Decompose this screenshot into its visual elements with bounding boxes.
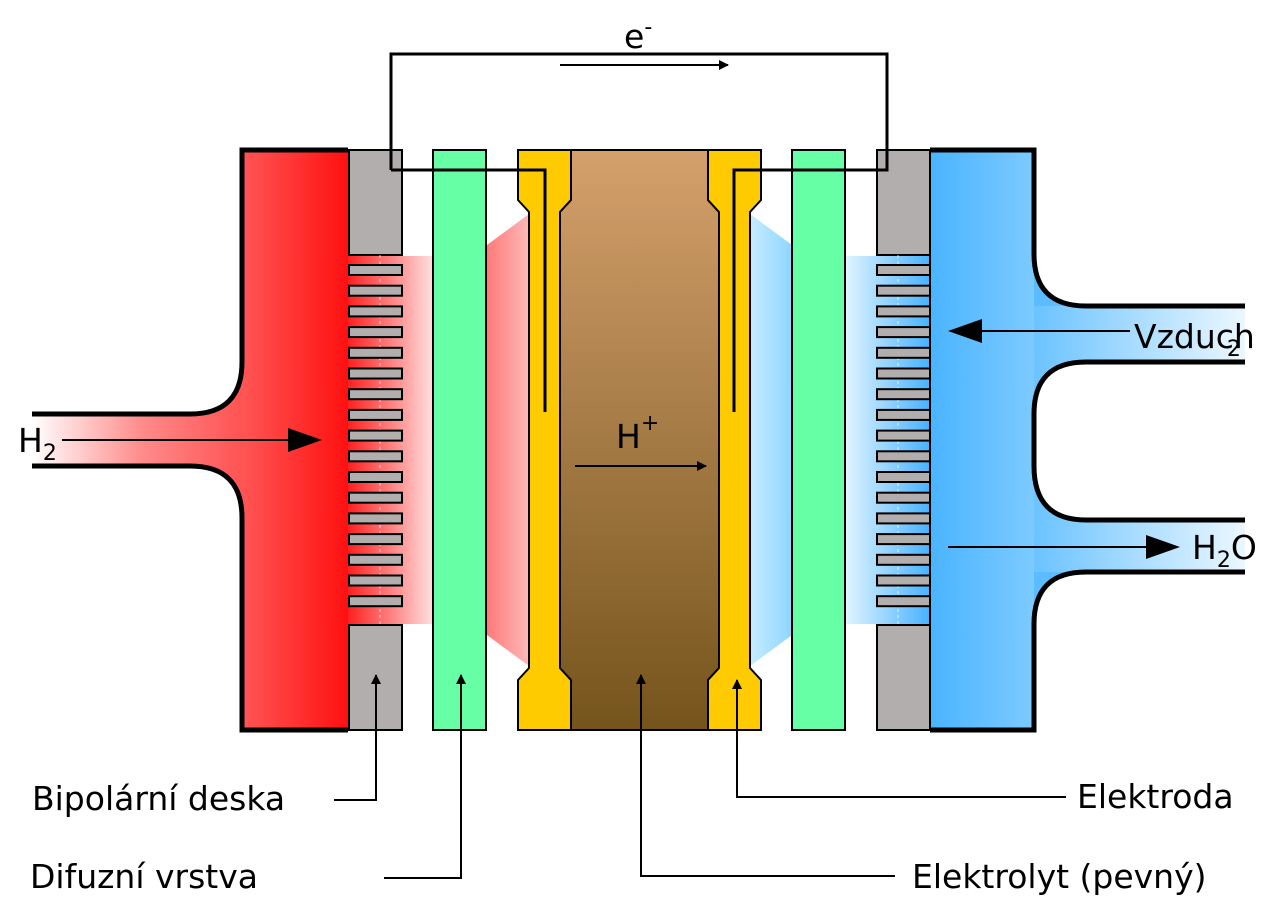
bipolar-fins-left <box>348 264 403 608</box>
callout-line-electrode <box>732 679 1066 798</box>
callout-line-bipolar-plate <box>334 674 381 801</box>
bipolar-fin-right <box>876 284 931 297</box>
bipolar-fin-left <box>348 533 403 546</box>
callout-bipolar-plate: Bipolární deska <box>32 779 285 818</box>
callout-electrolyte: Elektrolyt (pevný) <box>912 857 1207 896</box>
external-circuit <box>389 52 889 412</box>
hydrogen-inflow-arrowhead <box>288 428 322 452</box>
hydrogen-diffusion-zone <box>487 214 529 666</box>
bipolar-fin-left <box>348 595 403 608</box>
callout-diffusion-layer: Difuzní vrstva <box>30 857 258 896</box>
bipolar-fin-right <box>876 595 931 608</box>
air-label: Vzduch2 <box>1134 317 1255 362</box>
callout-electrode: Elektroda <box>1077 777 1234 816</box>
bipolar-fin-right <box>876 388 931 401</box>
bipolar-plate-left <box>348 149 403 731</box>
bipolar-fin-left <box>348 512 403 525</box>
electron-label: e- <box>624 15 652 56</box>
bipolar-fin-left <box>348 450 403 463</box>
oxygen-diffusion-zone <box>750 214 792 666</box>
bipolar-fin-right <box>876 346 931 359</box>
bipolar-fin-left <box>348 388 403 401</box>
diffusion-layer-left <box>432 149 487 731</box>
callout-line-diffusion-layer <box>384 674 466 879</box>
bipolar-fin-left <box>348 408 403 421</box>
bipolar-fin-right <box>876 367 931 380</box>
wire-anode <box>391 168 547 412</box>
bipolar-fin-right <box>876 491 931 504</box>
bipolar-fin-right <box>876 512 931 525</box>
electrode-right <box>707 149 762 731</box>
diffusion-layer-right <box>791 149 846 731</box>
bipolar-fin-right <box>876 574 931 587</box>
bipolar-fins-right <box>876 264 931 608</box>
bipolar-fin-left <box>348 326 403 339</box>
bipolar-fin-left <box>348 574 403 587</box>
bipolar-fin-left <box>348 264 403 276</box>
bipolar-fin-left <box>348 367 403 380</box>
air-inflow-arrowhead <box>948 319 982 343</box>
bipolar-fin-right <box>876 305 931 318</box>
proton-label: H+ <box>616 411 659 456</box>
bipolar-fin-right <box>876 264 931 276</box>
callout-line-electrolyte <box>636 674 895 877</box>
water-label: H2O <box>1192 528 1257 573</box>
bipolar-fin-left <box>348 346 403 359</box>
bipolar-fin-right <box>876 533 931 546</box>
bipolar-fin-left <box>348 491 403 504</box>
bipolar-fin-right <box>876 429 931 442</box>
bipolar-fin-left <box>348 429 403 442</box>
bipolar-fin-right <box>876 326 931 339</box>
bipolar-fin-left <box>348 284 403 297</box>
bipolar-fin-right <box>876 553 931 566</box>
hydrogen-label: H2 <box>18 421 57 466</box>
bipolar-fin-left <box>348 471 403 483</box>
water-outflow-arrowhead <box>1146 535 1180 559</box>
bipolar-plate-right <box>876 149 931 731</box>
bipolar-fin-right <box>876 450 931 463</box>
bipolar-fin-left <box>348 553 403 566</box>
bipolar-fin-left <box>348 305 403 318</box>
bipolar-fin-right <box>876 408 931 421</box>
bipolar-fin-right <box>876 471 931 483</box>
